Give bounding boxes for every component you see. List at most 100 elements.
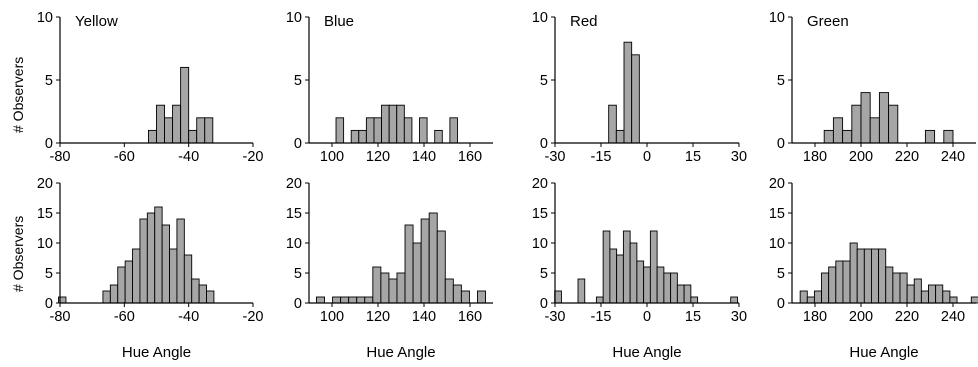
- histogram-bar: [172, 104, 182, 144]
- x-tick-label: 220: [895, 149, 919, 165]
- histogram-bar: [206, 290, 215, 304]
- histogram-bar: [204, 117, 214, 144]
- x-tick-label: -40: [178, 309, 199, 325]
- histogram-green-bottom: 0 5 10 15 20 180 200 220 240 Hue Angle: [769, 176, 978, 361]
- y-tick-label: 0: [540, 296, 548, 312]
- histogram-bar: [608, 104, 617, 144]
- y-tick-label: 10: [286, 236, 302, 252]
- histogram-bar: [835, 260, 844, 304]
- y-tick-label: 10: [769, 10, 785, 26]
- x-tick-label: -30: [545, 149, 566, 165]
- histogram-bar: [892, 272, 901, 304]
- histogram-bar: [477, 290, 486, 304]
- histogram-bar: [364, 296, 374, 304]
- panel-title: Red: [570, 13, 598, 30]
- histogram-bar: [928, 284, 937, 304]
- x-tick-label: -60: [114, 149, 135, 165]
- y-tick-label: 10: [37, 236, 53, 252]
- histogram-bar: [935, 284, 944, 304]
- y-tick-label: 15: [37, 206, 53, 222]
- y-tick-label: 0: [777, 296, 785, 312]
- histogram-bar: [899, 272, 908, 304]
- y-tick-label: 5: [294, 73, 302, 89]
- y-tick-label: 10: [532, 10, 548, 26]
- histogram-yellow-bottom: 0 5 10 15 20 -80 -60 -40 -20 Hue Angle: [37, 176, 264, 361]
- histogram-bar: [649, 230, 658, 304]
- x-tick-label: 15: [685, 309, 701, 325]
- histogram-bar: [913, 278, 922, 304]
- histogram-bar: [554, 290, 562, 304]
- y-tick-label: 15: [532, 206, 548, 222]
- histogram-bar: [452, 284, 462, 304]
- y-tick-label: 15: [286, 206, 302, 222]
- histogram-bar: [169, 248, 178, 304]
- histogram-bar: [340, 296, 350, 304]
- histogram-bar: [842, 260, 851, 304]
- histogram-bar: [132, 248, 141, 304]
- y-tick-label: 5: [294, 266, 302, 282]
- histogram-green-top: 0 5 10 180 200 220 240 Green: [769, 10, 976, 165]
- histogram-bar: [813, 290, 822, 304]
- x-tick-label: 120: [366, 149, 390, 165]
- x-tick-label: 0: [643, 309, 651, 325]
- x-tick-label: 240: [941, 309, 965, 325]
- histogram-bar: [176, 218, 185, 304]
- histogram-bar: [623, 41, 633, 144]
- histogram-bar: [154, 206, 163, 304]
- histogram-bar: [420, 218, 430, 304]
- histogram-bar: [449, 117, 458, 144]
- histogram-red-top: 0 5 10 -30 -15 0 15 30 Red: [532, 10, 747, 165]
- panel-title: Yellow: [75, 13, 118, 30]
- histogram-bar: [436, 230, 446, 304]
- histogram-bar: [404, 224, 414, 304]
- x-tick-label: 140: [412, 309, 436, 325]
- x-tick-label: 120: [366, 309, 390, 325]
- histogram-bar: [615, 129, 625, 144]
- histogram-bar: [888, 104, 899, 144]
- histogram-bar: [656, 266, 665, 304]
- x-tick-label: 160: [458, 309, 482, 325]
- histogram-bar: [943, 129, 954, 144]
- histogram-yellow-top: 0 5 10 -80 -60 -40 -20 Yellow: [37, 10, 264, 165]
- x-tick-label: 200: [849, 309, 873, 325]
- histogram-blue-bottom: 0 5 10 15 20 100 120 140 160 Hue Angle: [286, 176, 493, 361]
- histogram-bar: [156, 104, 165, 144]
- histogram-bar: [428, 212, 438, 304]
- y-tick-label: 10: [532, 236, 548, 252]
- histogram-bar: [629, 242, 638, 304]
- y-tick-label: 5: [777, 73, 785, 89]
- histogram-bar: [878, 92, 890, 144]
- histogram-bar: [970, 296, 978, 304]
- x-axis-label: Hue Angle: [849, 344, 918, 361]
- x-tick-label: 240: [941, 149, 965, 165]
- histogram-bar: [643, 266, 651, 304]
- histogram-bar: [373, 117, 383, 144]
- y-tick-label: 0: [777, 136, 785, 152]
- y-axis-label-bottom: # Observers: [10, 216, 26, 292]
- x-tick-label: 100: [320, 309, 344, 325]
- x-tick-label: -60: [114, 309, 135, 325]
- histogram-bar: [388, 104, 398, 144]
- histogram-bar: [372, 266, 382, 304]
- histogram-bar: [631, 54, 640, 144]
- y-tick-label: 20: [37, 176, 53, 192]
- x-tick-label: -80: [50, 149, 71, 165]
- histogram-bar: [849, 242, 858, 304]
- histogram-bar: [602, 230, 611, 304]
- x-tick-label: -40: [178, 149, 199, 165]
- histogram-bar: [196, 117, 206, 144]
- histogram-bar: [358, 129, 367, 144]
- histogram-bar: [806, 296, 815, 304]
- histogram-bar: [102, 290, 111, 304]
- histogram-bar: [730, 296, 738, 304]
- x-axis-label: Hue Angle: [122, 344, 191, 361]
- histogram-bar: [412, 242, 422, 304]
- histogram-bar: [920, 290, 929, 304]
- histogram-bar: [832, 117, 844, 144]
- histogram-bar: [828, 266, 837, 304]
- histogram-bar: [434, 129, 443, 144]
- histogram-bar: [856, 248, 865, 304]
- histogram-bar: [198, 284, 207, 304]
- x-tick-label: 160: [458, 149, 482, 165]
- histogram-bar: [869, 117, 880, 144]
